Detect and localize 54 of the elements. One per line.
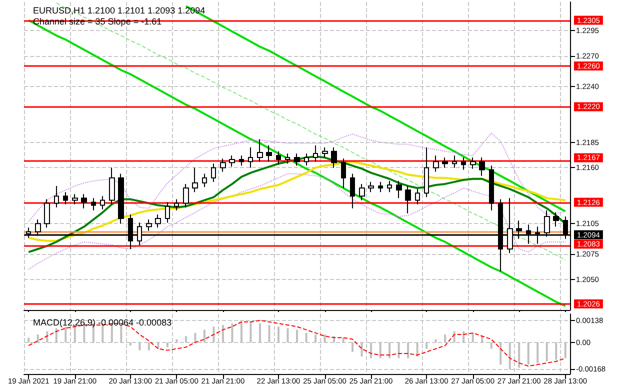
candlestick xyxy=(63,192,68,205)
candlestick xyxy=(489,165,494,211)
candlestick xyxy=(470,157,476,170)
candlestick xyxy=(350,173,355,209)
candlestick xyxy=(285,152,290,164)
candlestick xyxy=(368,181,374,193)
candlestick xyxy=(294,152,300,166)
candlestick xyxy=(442,157,448,168)
line-series xyxy=(28,160,566,242)
candlestick xyxy=(341,158,346,189)
candlestick xyxy=(359,183,365,201)
candlestick xyxy=(54,185,59,208)
candlestick xyxy=(155,214,161,228)
candlestick xyxy=(100,196,105,210)
candlestick xyxy=(479,157,485,176)
line-series xyxy=(28,19,566,307)
candlestick xyxy=(553,212,559,228)
candlestick xyxy=(109,167,115,205)
candlestick xyxy=(239,154,244,166)
candlestick xyxy=(165,202,170,224)
candlestick xyxy=(266,144,272,162)
candlestick xyxy=(91,198,96,211)
candlestick xyxy=(424,146,429,198)
candlestick xyxy=(174,198,179,211)
line-series xyxy=(28,173,566,270)
chart-title: MACD(12,26,9) -0.00064 -0.00083 xyxy=(33,318,172,328)
candlestick xyxy=(322,146,328,158)
candlestick xyxy=(44,198,50,228)
candlestick xyxy=(276,150,281,166)
candlestick xyxy=(452,154,457,168)
candlestick xyxy=(81,194,87,209)
candlestick xyxy=(331,146,337,168)
candlestick xyxy=(146,219,152,232)
candlestick xyxy=(229,154,235,168)
candlestick xyxy=(248,146,253,168)
candlestick xyxy=(415,188,420,205)
line-series xyxy=(28,132,566,222)
candlestick xyxy=(461,157,466,170)
candlestick xyxy=(405,185,411,214)
candlestick xyxy=(433,154,439,172)
candlestick xyxy=(378,181,383,193)
candlestick xyxy=(118,173,124,224)
candlestick xyxy=(304,152,309,166)
candlestick xyxy=(313,144,318,162)
candlestick xyxy=(72,194,78,205)
candlestick xyxy=(257,138,263,162)
candlestick xyxy=(211,163,216,182)
candlestick xyxy=(220,158,226,172)
candlestick xyxy=(183,183,189,208)
candlestick xyxy=(396,180,402,199)
candlestick xyxy=(387,180,392,193)
candlestick xyxy=(202,173,207,188)
line-series xyxy=(28,320,566,367)
candlestick xyxy=(192,167,198,193)
